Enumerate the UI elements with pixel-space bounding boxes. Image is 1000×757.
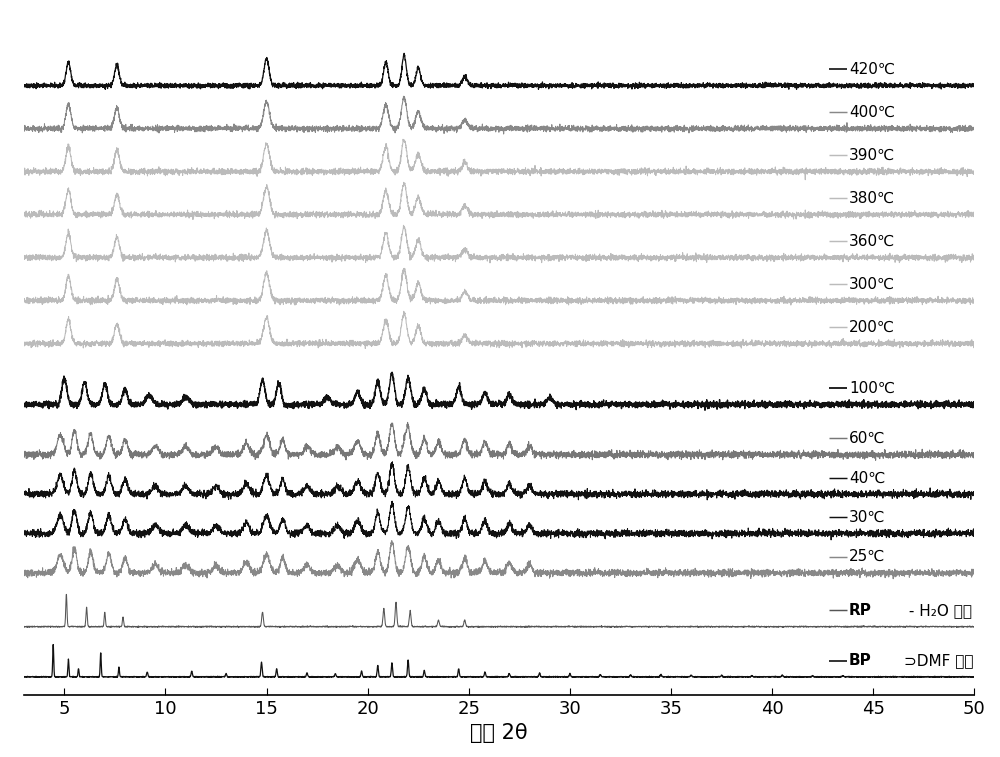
Text: - H₂O 模拟: - H₂O 模拟 (904, 603, 972, 618)
Text: 25℃: 25℃ (849, 550, 885, 564)
Text: 200℃: 200℃ (849, 320, 895, 335)
Text: RP: RP (849, 603, 872, 618)
Text: 380℃: 380℃ (849, 191, 895, 206)
Text: ⊃DMF 模拟: ⊃DMF 模拟 (904, 653, 973, 668)
Text: 420℃: 420℃ (849, 62, 895, 77)
Text: 40℃: 40℃ (849, 470, 885, 485)
Text: 30℃: 30℃ (849, 509, 885, 525)
Text: 100℃: 100℃ (849, 381, 895, 396)
Text: 60℃: 60℃ (849, 431, 885, 446)
Text: BP: BP (849, 653, 872, 668)
Text: 300℃: 300℃ (849, 277, 895, 292)
Text: 360℃: 360℃ (849, 234, 895, 249)
Text: 400℃: 400℃ (849, 105, 895, 120)
X-axis label: 角度 2θ: 角度 2θ (470, 723, 528, 743)
Text: 390℃: 390℃ (849, 148, 895, 163)
